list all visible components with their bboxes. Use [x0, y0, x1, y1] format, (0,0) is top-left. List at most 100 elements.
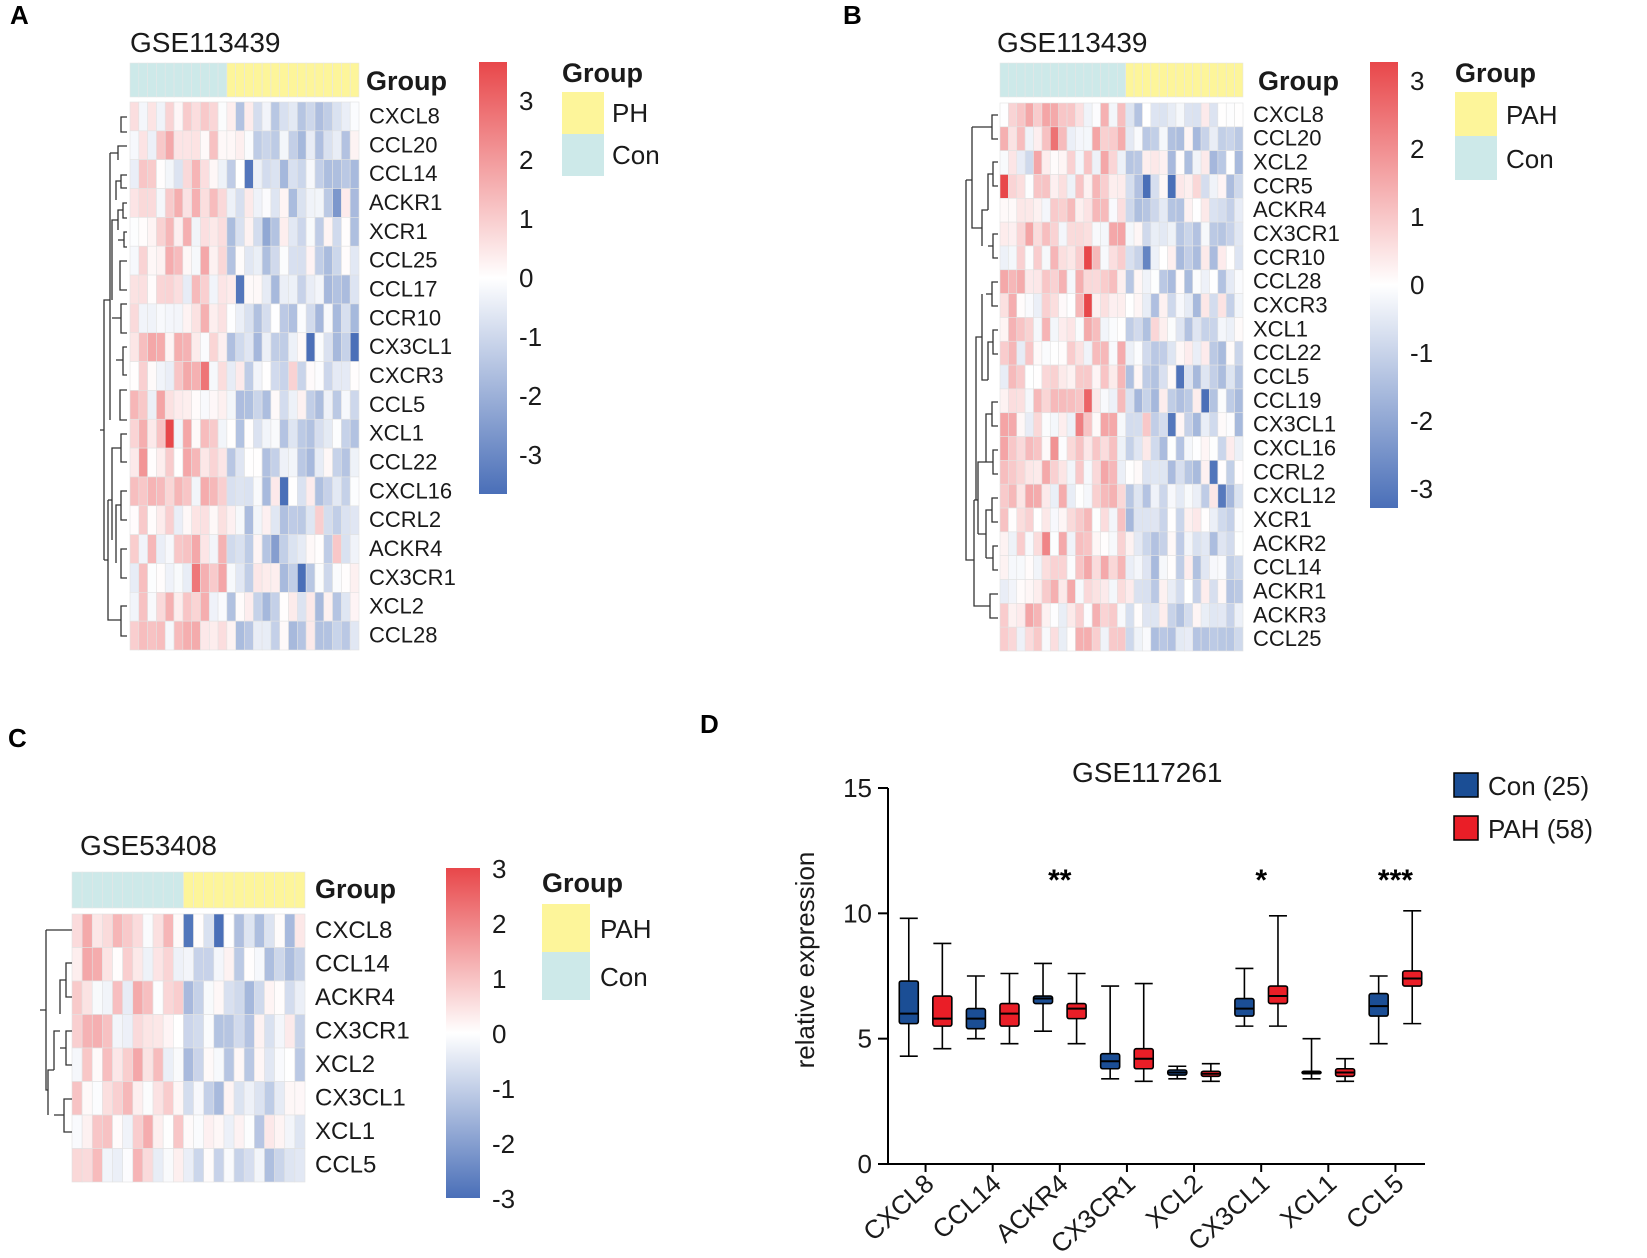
heatmap-cell [294, 913, 306, 948]
heatmap-cell [138, 274, 148, 305]
group-annotation-cell [1234, 62, 1244, 98]
heatmap-cell [1142, 388, 1152, 414]
gene-label: CXCL12 [1253, 483, 1336, 508]
heatmap-cell [1008, 198, 1018, 223]
heatmap-cell [81, 980, 93, 1015]
heatmap-cell [1091, 198, 1101, 223]
heatmap-cell [1175, 126, 1185, 151]
heatmap-cell [1125, 245, 1135, 271]
heatmap-cell [1125, 269, 1135, 294]
heatmap-cell [112, 913, 123, 948]
heatmap-cell [200, 447, 210, 478]
heatmap-cell [323, 592, 333, 622]
heatmap-cell [288, 563, 298, 593]
heatmap-cell [261, 130, 272, 160]
heatmap-cell [1150, 603, 1160, 628]
group-annotation-cell [102, 871, 113, 909]
group-header-c: Group [315, 874, 396, 904]
heatmap-cell [1100, 293, 1110, 318]
heatmap-cell [138, 505, 148, 535]
heatmap-cell [1158, 126, 1168, 151]
heatmap-cell [1133, 150, 1143, 175]
heatmap-cell [217, 188, 228, 218]
heatmap-cell [1150, 626, 1160, 652]
heatmap-cell [1200, 198, 1210, 223]
gene-labels-b: CXCL8CCL20XCL2CCR5ACKR4CX3CR1CCR10CCL28C… [1253, 102, 1340, 651]
heatmap-cell [1234, 531, 1244, 556]
heatmap-cell [191, 563, 201, 593]
group-annotation-cell [1066, 62, 1076, 98]
heatmap-cell [332, 476, 342, 507]
heatmap-cell [1024, 507, 1034, 533]
heatmap-cell [213, 1081, 225, 1116]
heatmap-cell [71, 913, 83, 948]
heatmap-cell [1016, 460, 1026, 485]
heatmap-cell [270, 390, 281, 420]
heatmap-cell [323, 274, 333, 305]
heatmap-cell [1200, 626, 1210, 652]
heatmap-cell [1142, 626, 1152, 652]
heatmap-cell [1217, 102, 1227, 128]
heatmap-cell [91, 980, 103, 1015]
heatmap-cell [1008, 340, 1018, 366]
heatmap-cell [1192, 221, 1202, 247]
heatmap-cell [1016, 603, 1026, 628]
heatmap-cell [323, 332, 333, 362]
heatmap-cell [999, 174, 1009, 199]
box-con-ccl5 [1368, 975, 1389, 1045]
heatmap-cell [1175, 626, 1185, 652]
heatmap-cell [332, 303, 342, 334]
heatmap-cell [173, 1047, 184, 1082]
heatmap-cell [200, 130, 210, 160]
group-annotation-cell [1058, 62, 1068, 98]
heatmap-cell [341, 130, 351, 160]
heatmap-cell [1200, 293, 1210, 318]
heatmap-cell [1209, 269, 1219, 294]
heatmap-cell [1058, 388, 1068, 414]
heatmap-cell [1225, 626, 1235, 652]
heatmap-cell [1075, 245, 1085, 271]
heatmap-cell [264, 947, 275, 982]
heatmap-cell [1075, 364, 1085, 390]
heatmap-cell [270, 361, 281, 391]
group-annotation-cell [305, 62, 316, 98]
heatmap-cell [341, 476, 351, 507]
heatmap-cell [223, 1114, 235, 1149]
heatmap-cell [1184, 579, 1194, 604]
heatmap-cell [297, 563, 307, 593]
heatmap-cell [1024, 364, 1034, 390]
heatmap-cell [1184, 126, 1194, 151]
heatmap-cell [1091, 126, 1101, 151]
heatmap-cell [1083, 198, 1093, 223]
heatmap-cell [279, 447, 289, 478]
color-scale-label: -2 [519, 381, 542, 411]
gene-label: CCL20 [1253, 126, 1321, 151]
heatmap-cell [173, 947, 184, 982]
heatmap-cell [305, 303, 316, 334]
heatmap-cell [156, 101, 166, 132]
heatmap-cell [279, 361, 289, 391]
heatmap-cell [71, 1047, 83, 1082]
heatmap-cell [1075, 436, 1085, 461]
heatmap-cell [1083, 412, 1093, 437]
heatmap-cell [1108, 245, 1118, 271]
heatmap-cell [147, 101, 157, 132]
heatmap-cell [132, 947, 144, 982]
heatmap-cell [1008, 579, 1018, 604]
heatmap-cell [1158, 245, 1168, 271]
heatmap-cell [261, 534, 272, 564]
heatmap-cell [223, 913, 235, 948]
heatmap-cell [182, 447, 192, 478]
heatmap-cell [1209, 436, 1219, 461]
heatmap-cell [173, 361, 184, 391]
heatmap-cell [1024, 269, 1034, 294]
heatmap-cell [1008, 269, 1018, 294]
heatmap-cell [253, 592, 263, 622]
color-scale-label: 2 [519, 145, 533, 175]
color-scale-label: -3 [492, 1184, 515, 1214]
heatmap-cell [274, 947, 286, 982]
heatmap-cell [1033, 579, 1043, 604]
heatmap-cell [279, 620, 289, 651]
heatmap-cell [1075, 412, 1085, 437]
heatmap-cell [1075, 603, 1085, 628]
